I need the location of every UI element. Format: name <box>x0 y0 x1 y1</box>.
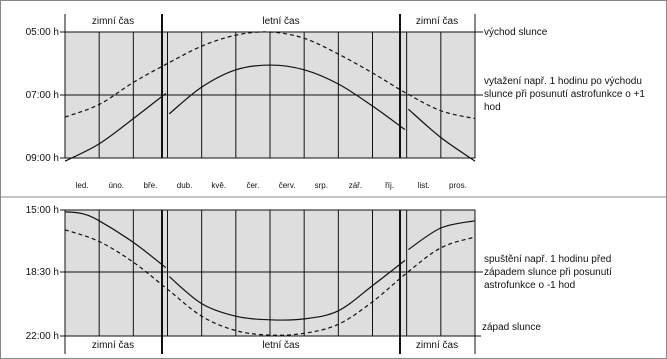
month-label: čer. <box>246 181 259 190</box>
month-label: úno. <box>108 181 124 190</box>
bottom-ytick-label: 15:00 h <box>26 205 59 216</box>
top-ytick-label: 07:00 h <box>26 90 59 101</box>
month-label-row: led. úno. bře. dub. kvě. čer. červ. srp. zář. říj… <box>76 181 467 190</box>
annotation-sunrise: východ slunce <box>484 27 548 38</box>
top-series-1-line <box>407 108 476 162</box>
bottom-month-gridlines <box>98 210 442 336</box>
top-season-winter-left: zimní čas <box>92 16 134 27</box>
month-label: list. <box>418 181 430 190</box>
annotation-offset-minus: spuštění např. 1 hodinu před západem slu… <box>484 254 612 291</box>
month-label: pros. <box>449 181 467 190</box>
month-label: zář. <box>349 181 362 190</box>
month-label: srp. <box>315 181 328 190</box>
bottom-ytick-label: 22:00 h <box>26 331 59 342</box>
month-label: bře. <box>144 181 158 190</box>
month-label: led. <box>76 181 89 190</box>
top-series-group <box>64 31 476 162</box>
top-ytick-label: 09:00 h <box>26 153 59 164</box>
bottom-season-summer: letní čas <box>262 340 299 351</box>
bottom-series-0-line <box>64 211 167 269</box>
bottom-season-winter-right: zimní čas <box>416 340 458 351</box>
top-season-winter-right: zimní čas <box>416 16 458 27</box>
top-series-1-line <box>168 64 406 131</box>
month-label: dub. <box>177 181 193 190</box>
bottom-series-1-line <box>64 229 476 336</box>
bottom-panel: zimní čas letní čas zimní čas 15:00 h 18… <box>26 205 483 354</box>
top-season-summer: letní čas <box>262 16 299 27</box>
annotation-sunset: západ slunce <box>482 322 541 333</box>
bottom-season-winter-left: zimní čas <box>92 340 134 351</box>
annotation-offset-plus: vytažení např. 1 hodinu po východu slunc… <box>484 76 645 113</box>
month-label: kvě. <box>211 181 226 190</box>
bottom-series-0-line <box>168 259 406 321</box>
top-series-1-line <box>64 92 167 162</box>
month-label: říj. <box>385 181 394 190</box>
bottom-series-0-line <box>408 220 476 251</box>
month-label: červ. <box>279 181 296 190</box>
bottom-ytick-label: 18:30 h <box>26 267 59 278</box>
top-ytick-label: 05:00 h <box>26 27 59 38</box>
top-series-0-line <box>64 31 476 120</box>
bottom-series-group <box>64 211 476 336</box>
top-panel: zimní čas letní čas zimní čas 05:00 h 07… <box>26 14 483 164</box>
